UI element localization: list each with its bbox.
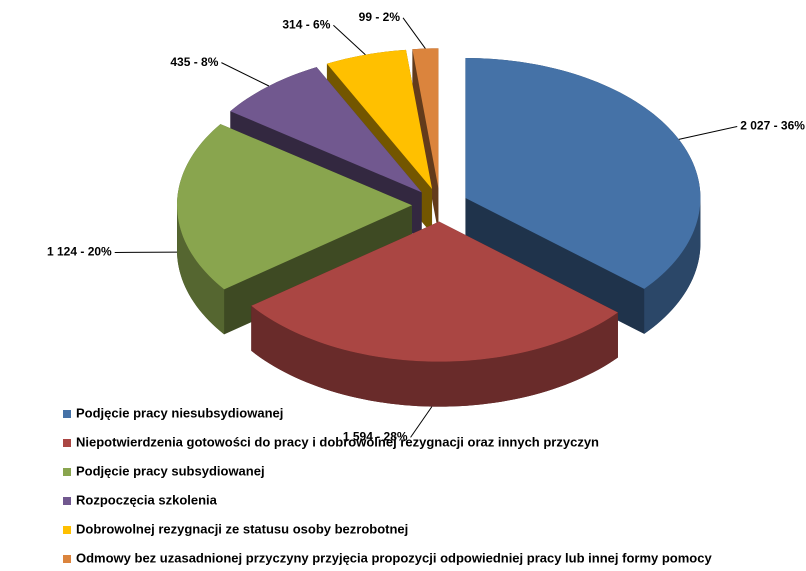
legend-swatch [63,439,71,447]
data-label: 2 027 - 36% [740,119,805,133]
legend-swatch [63,555,71,563]
leader-line [679,126,737,139]
data-label: 314 - 6% [282,17,330,31]
legend-swatch [63,468,71,476]
legend-swatch [63,410,71,418]
legend-label: Dobrowolnej rezygnacji ze statusu osoby … [76,521,408,536]
legend-label: Podjęcie pracy subsydiowanej [76,463,265,478]
leader-line [221,63,269,86]
legend-label: Odmowy bez uzasadnionej przyczyny przyję… [76,550,712,565]
legend-swatch [63,497,71,505]
leader-line [403,18,425,49]
data-label: 435 - 8% [170,55,218,69]
legend-label: Niepotwierdzenia gotowości do pracy i do… [76,434,599,449]
data-label: 99 - 2% [359,10,401,24]
leader-line [411,407,432,438]
data-label: 1 124 - 20% [47,245,112,259]
legend-label: Podjęcie pracy niesubsydiowanej [76,405,283,420]
legend-swatch [63,526,71,534]
leader-line [333,25,365,55]
legend-label: Rozpoczęcia szkolenia [76,492,218,507]
